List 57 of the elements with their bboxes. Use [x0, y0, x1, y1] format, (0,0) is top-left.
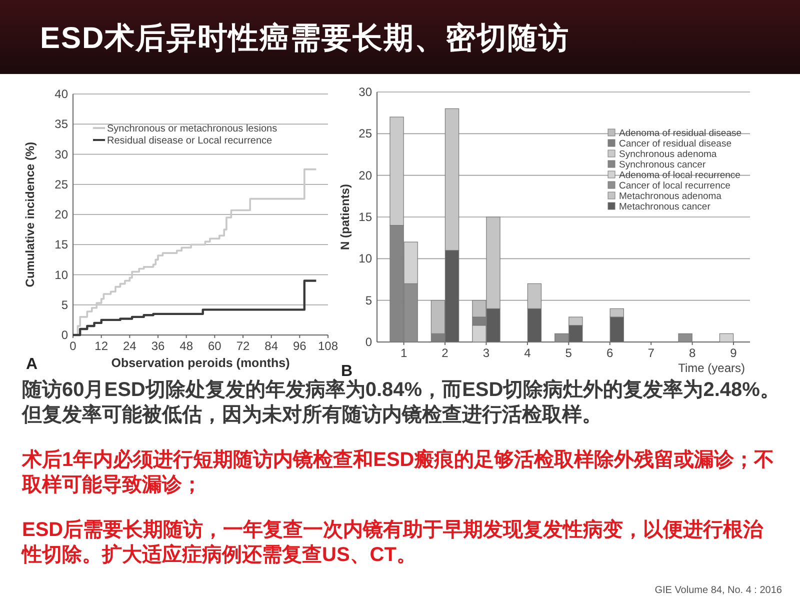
- x-tick-label: 8: [688, 346, 696, 360]
- y-tick-label: 15: [54, 238, 68, 252]
- x-tick-label: 12: [94, 339, 108, 353]
- legend-label: Residual disease or Local recurrence: [107, 136, 273, 146]
- y-tick-label: 25: [54, 177, 68, 192]
- x-tick-label: 3: [482, 346, 490, 360]
- y-tick-label: 10: [54, 268, 68, 282]
- x-tick-label: 108: [318, 339, 338, 353]
- y-axis-title: Cumulative incidence (%): [23, 142, 37, 288]
- x-tick-label: 1: [400, 346, 408, 360]
- legend-label: Cancer of local recurrence: [619, 180, 730, 192]
- bar: [678, 333, 692, 342]
- x-axis-title: Time (years): [678, 361, 746, 375]
- text: ESD术后异时性癌需要长期、密切随访: [40, 21, 570, 57]
- y-tick-label: 20: [358, 168, 372, 182]
- x-tick-label: 7: [648, 346, 655, 360]
- bar: [719, 333, 734, 342]
- legend-label: Synchronous adenoma: [619, 149, 718, 160]
- x-tick-label: 60: [208, 339, 222, 353]
- text: 术后1年内必须进行短期随访内镜检查和ESD瘢痕的足够活检取样除外残留或漏诊；不取样可能导致漏诊；: [22, 448, 776, 498]
- y-tick-label: 25: [358, 126, 372, 141]
- x-tick-label: 48: [180, 339, 194, 353]
- legend-label: Synchronous or metachronous lesions: [107, 124, 278, 134]
- x-tick-label: 5: [565, 346, 572, 360]
- y-tick-label: 30: [54, 147, 68, 162]
- y-tick-label: 30: [358, 85, 372, 99]
- text: ESD后需要长期随访，一年复查一次内镜有助于早期发现复发性病变，以便进行根治性切除。扩大适应症病例还需复查US、CT。: [22, 518, 764, 568]
- legend-label: Metachronous cancer: [619, 202, 710, 212]
- x-tick-label: 36: [151, 339, 165, 353]
- x-tick-label: 24: [122, 339, 137, 353]
- x-axis-title: Observation peroids (months): [111, 356, 290, 370]
- legend-label: Adenoma of local recurrence: [619, 170, 740, 181]
- y-tick-label: 5: [61, 298, 68, 312]
- text: B: [341, 363, 353, 380]
- y-tick-label: 15: [358, 210, 372, 224]
- x-tick-label: 84: [264, 339, 278, 353]
- x-tick-label: 9: [730, 346, 738, 360]
- y-tick-label: 10: [358, 252, 372, 266]
- legend-label: Adenoma of residual disease: [619, 128, 742, 139]
- y-axis-title: N (patients): [338, 184, 352, 250]
- legend-label: Cancer of residual disease: [619, 138, 732, 150]
- x-tick-label: 2: [442, 346, 449, 360]
- x-tick-label: 96: [292, 339, 307, 353]
- text: A: [26, 356, 38, 373]
- y-tick-label: 0: [61, 328, 68, 342]
- x-tick-label: 0: [70, 339, 77, 353]
- y-tick-label: 5: [365, 293, 372, 308]
- text: GIE Volume 84, No. 4 : 2016: [654, 585, 782, 596]
- x-tick-label: 4: [524, 346, 532, 360]
- legend-label: Synchronous cancer: [619, 160, 706, 170]
- text: 随访60月ESD切除处复发的年发病率为0.84%，而ESD切除病灶外的复发率为2.48%。但复发率可能被低估，因为未对所有随访内镜检查进行活检取样。: [22, 378, 781, 428]
- legend-label: Metachronous adenoma: [619, 191, 722, 202]
- x-tick-label: 6: [606, 346, 614, 360]
- y-tick-label: 40: [54, 87, 68, 101]
- x-tick-label: 72: [236, 339, 250, 353]
- y-tick-label: 35: [54, 117, 68, 132]
- y-tick-label: 20: [54, 208, 68, 222]
